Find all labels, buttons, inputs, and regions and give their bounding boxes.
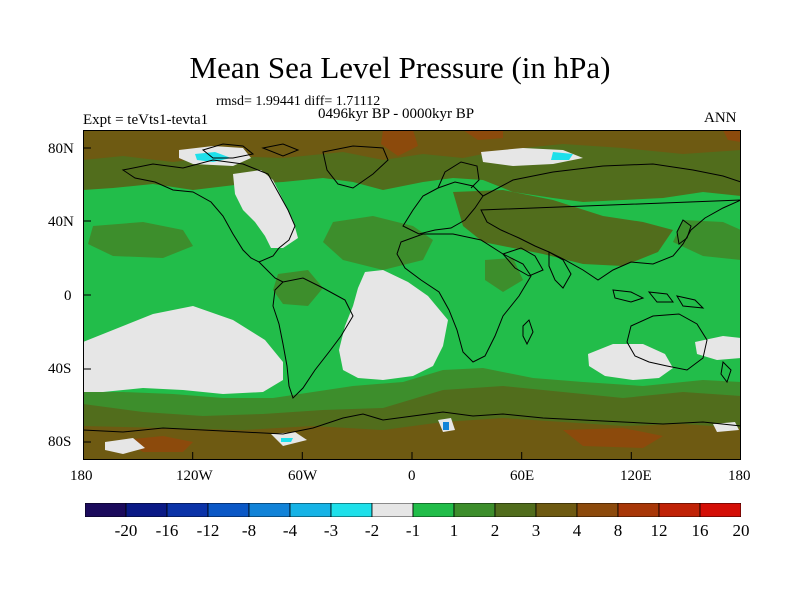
lat-label-0: 0 [64,288,72,304]
lon-label-60w: 60W [288,468,318,484]
pressure-map [83,130,741,460]
colorbar-swatch [207,503,250,517]
colorbar-swatch [658,503,701,517]
lat-label-40s: 40S [48,361,72,377]
north-pacific-high [88,222,193,258]
lon-label-180w: 180 [70,468,93,484]
coast-india [548,251,572,289]
colorbar-label: 4 [572,521,582,540]
coast-arctic-islands [201,143,300,159]
colorbar-label: -12 [196,521,220,540]
coast-antarctica [83,411,741,435]
experiment-label: Expt = teVts1-tevta1 [83,112,209,128]
colorbar-label: -16 [155,521,179,540]
lon-label-180e: 180 [728,468,751,484]
colorbar [85,503,741,517]
canadian-arctic-cyan [195,152,231,162]
stats-line: rmsd= 1.99441 diff= 1.71112 [216,94,381,109]
colorbar-swatch [699,503,741,517]
coast-south-america [272,277,354,399]
coast-australia [626,313,708,371]
colorbar-label: 12 [650,521,668,540]
arctic-red-patch [381,130,418,156]
siberian-arctic-cyan [551,152,573,160]
colorbar-label: -2 [364,521,380,540]
colorbar-label: -3 [323,521,339,540]
colorbar-swatch [248,503,291,517]
colorbar-swatch [289,503,332,517]
lon-label-120e: 120E [620,468,652,484]
colorbar-swatch [453,503,496,517]
colorbar-label: 8 [613,521,623,540]
colorbar-swatch [85,503,127,517]
south-america-patch [273,270,323,306]
lat-label-80s: 80S [48,434,72,450]
coast-indonesia [612,289,705,309]
coast-new-zealand [720,360,732,384]
colorbar-swatch [125,503,168,517]
lat-label-40n: 40N [48,214,74,230]
colorbar-label: -4 [282,521,298,540]
coast-africa [396,233,532,363]
antarctic-white-4 [713,422,739,432]
period-line: 0496kyr BP - 0000kyr BP [318,106,475,122]
colorbar-swatch [166,503,209,517]
colorbar-swatch [617,503,660,517]
colorbar-swatch [535,503,578,517]
coast-madagascar [522,319,534,346]
coast-japan [676,219,692,245]
arctic-red-patch-east [463,130,503,140]
colorbar-label: 20 [732,521,750,540]
arctic-red-patch-far [723,130,741,142]
season-label: ANN [704,110,737,126]
coast-arabia [502,247,544,277]
colorbar-label: -20 [114,521,138,540]
antarctic-dark-high [83,418,741,460]
antarctic-cyan-2 [443,422,449,430]
lon-label-60e: 60E [510,468,535,484]
coast-asia [480,163,741,281]
colorbar-label: 1 [449,521,459,540]
colorbar-swatch [371,503,414,517]
north-atlantic-high [323,216,433,270]
indian-ocean-low [588,344,673,380]
north-america-low [233,170,298,248]
colorbar-swatch [576,503,619,517]
south-atlantic-low [339,270,448,380]
colorbar-label: 16 [691,521,709,540]
colorbar-label: -8 [241,521,257,540]
plot-title: Mean Sea Level Pressure (in hPa) [189,50,611,85]
antarctic-white-1 [105,438,145,454]
colorbar-swatch [412,503,455,517]
south-pacific-low [83,306,283,394]
map-tick-marks [83,147,741,460]
lon-label-120w: 120W [176,468,213,484]
colorbar-swatch [494,503,537,517]
coast-north-america [121,159,296,263]
colorbar-label: 2 [490,521,500,540]
coast-scandinavia [437,161,480,189]
lon-label-0: 0 [408,468,416,484]
colorbar-label: -1 [405,521,421,540]
coast-greenland [322,145,389,189]
colorbar-swatch [330,503,373,517]
antarctic-red-high-2 [563,428,663,448]
lat-label-80n: 80N [48,141,74,157]
coastlines [83,143,741,435]
coast-central-america [258,261,284,283]
colorbar-label: 3 [531,521,541,540]
antarctic-cyan-1 [281,438,293,442]
